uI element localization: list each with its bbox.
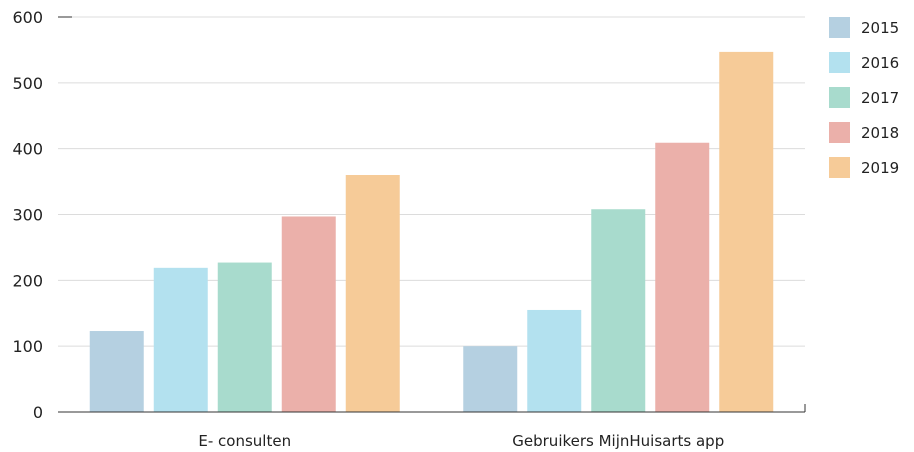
legend: 2015 2016 2017 2018 2019	[829, 17, 899, 178]
y-tick-labels: 0 100 200 300 400 500 600	[12, 8, 43, 422]
legend-label-2015: 2015	[861, 19, 899, 37]
legend-swatch-2019	[829, 157, 850, 178]
bar-2017-1	[217, 262, 272, 412]
y-tick-label-100: 100	[12, 337, 43, 356]
bar-2016-1	[153, 267, 208, 412]
legend-swatch-2017	[829, 87, 850, 108]
bar-2016-2	[527, 309, 582, 412]
bar-2019-2	[719, 51, 774, 413]
bar-2019-1	[345, 175, 400, 412]
y-tick-label-400: 400	[12, 140, 43, 159]
bars	[89, 51, 774, 413]
legend-label-2017: 2017	[861, 89, 899, 107]
legend-swatch-2018	[829, 122, 850, 143]
legend-label-2018: 2018	[861, 124, 899, 142]
bar-2017-2	[591, 209, 646, 412]
category-labels: E- consulten Gebruikers MijnHuisarts app	[198, 432, 724, 450]
y-tick-label-0: 0	[33, 403, 43, 422]
legend-swatch-2016	[829, 52, 850, 73]
axes	[58, 16, 806, 413]
bar-2015-2	[463, 346, 518, 412]
y-tick-label-500: 500	[12, 74, 43, 93]
legend-label-2019: 2019	[861, 159, 899, 177]
bar-2018-2	[655, 142, 710, 412]
legend-swatch-2015	[829, 17, 850, 38]
bar-2015-1	[89, 331, 144, 412]
y-tick-label-600: 600	[12, 8, 43, 27]
category-label-2: Gebruikers MijnHuisarts app	[512, 432, 724, 450]
legend-label-2016: 2016	[861, 54, 899, 72]
y-tick-label-200: 200	[12, 271, 43, 290]
category-label-1: E- consulten	[198, 432, 291, 450]
y-tick-label-300: 300	[12, 206, 43, 225]
bar-2018-1	[281, 216, 336, 412]
